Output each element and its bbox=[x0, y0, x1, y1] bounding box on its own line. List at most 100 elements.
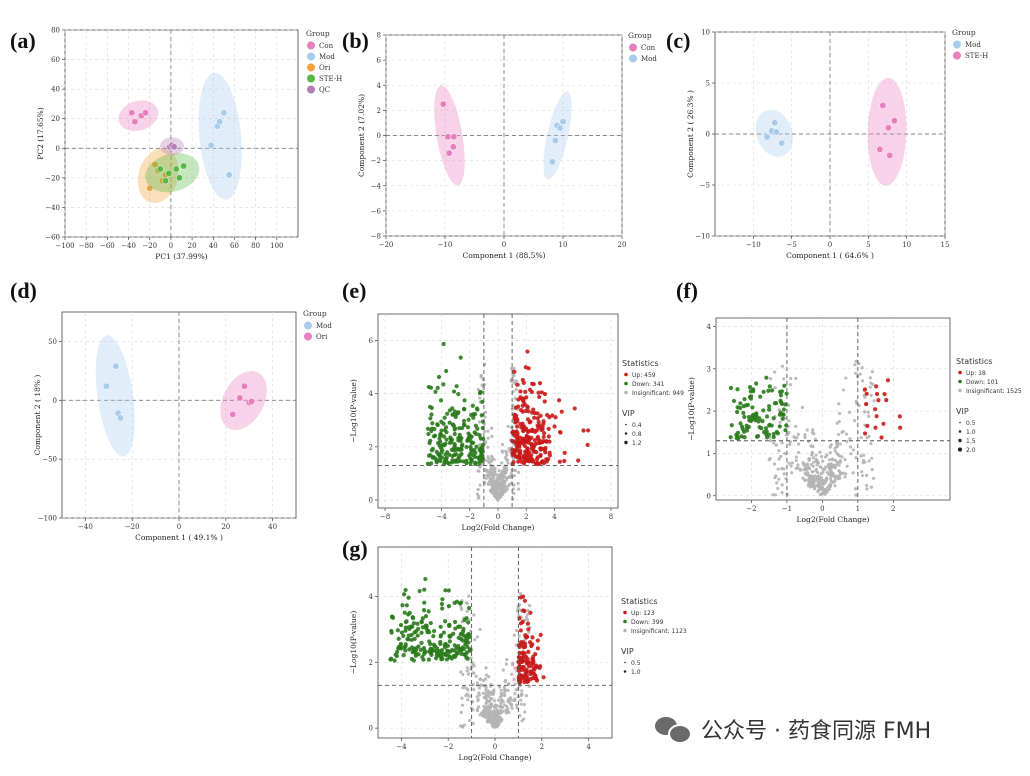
insignificant-point bbox=[519, 698, 523, 702]
insignificant-point bbox=[509, 698, 513, 702]
insignificant-point bbox=[811, 470, 815, 474]
down-regulated-point bbox=[479, 413, 484, 418]
insignificant-point bbox=[768, 376, 773, 381]
up-regulated-point bbox=[524, 457, 529, 462]
down-regulated-point bbox=[459, 451, 464, 457]
up-regulated-point bbox=[515, 382, 520, 387]
y-tick-label: −100 bbox=[38, 515, 57, 523]
down-regulated-point bbox=[453, 447, 459, 452]
data-point bbox=[772, 128, 780, 136]
insignificant-point bbox=[870, 456, 874, 460]
insignificant-point bbox=[499, 688, 503, 692]
legend-title: Group bbox=[303, 309, 327, 318]
up-regulated-point bbox=[536, 390, 541, 395]
down-regulated-point bbox=[389, 630, 394, 635]
insignificant-point bbox=[812, 487, 817, 491]
insignificant-point bbox=[844, 432, 849, 436]
insignificant-point bbox=[870, 468, 874, 472]
insignificant-point bbox=[516, 481, 520, 486]
insignificant-point bbox=[788, 442, 792, 447]
down-regulated-point bbox=[416, 644, 421, 649]
y-tick-label: 0 bbox=[377, 132, 381, 140]
data-point bbox=[117, 414, 124, 422]
insignificant-point bbox=[819, 465, 823, 469]
insignificant-point bbox=[823, 465, 828, 469]
y-tick-label: 0 bbox=[56, 145, 60, 153]
data-point bbox=[112, 362, 120, 370]
up-regulated-point bbox=[541, 430, 547, 436]
down-regulated-point bbox=[426, 609, 431, 614]
down-regulated-point bbox=[412, 636, 417, 641]
insignificant-point bbox=[827, 487, 832, 491]
legend-swatch bbox=[624, 381, 628, 386]
vip-legend-entry: 1.0 bbox=[966, 429, 976, 436]
insignificant-point bbox=[511, 661, 515, 665]
x-tick-label: 0 bbox=[496, 513, 500, 521]
insignificant-point bbox=[829, 469, 833, 473]
up-regulated-point bbox=[542, 391, 548, 397]
y-tick-label: 5 bbox=[706, 80, 710, 88]
insignificant-point bbox=[814, 453, 818, 457]
down-regulated-point bbox=[481, 442, 486, 447]
down-regulated-point bbox=[457, 647, 462, 653]
insignificant-point bbox=[489, 470, 493, 474]
insignificant-point bbox=[849, 452, 853, 456]
x-tick-label: −20 bbox=[125, 523, 140, 531]
up-regulated-point bbox=[533, 461, 538, 467]
x-axis-label: Component 1 ( 49.1% ) bbox=[135, 533, 223, 542]
up-regulated-point bbox=[513, 420, 518, 425]
legend-entry: Insignificant: 949 bbox=[632, 390, 684, 397]
down-regulated-point bbox=[440, 597, 445, 602]
panel-label-f: (f) bbox=[676, 278, 698, 303]
up-regulated-point bbox=[547, 453, 552, 458]
panel-label-e: (e) bbox=[342, 278, 367, 303]
down-regulated-point bbox=[764, 414, 770, 419]
insignificant-point bbox=[481, 691, 485, 696]
down-regulated-point bbox=[403, 628, 408, 633]
up-regulated-point bbox=[530, 381, 535, 386]
insignificant-point bbox=[783, 452, 787, 456]
insignificant-point bbox=[525, 612, 530, 617]
down-regulated-point bbox=[438, 624, 443, 629]
insignificant-point bbox=[486, 482, 490, 486]
insignificant-point bbox=[845, 464, 849, 468]
down-regulated-point bbox=[438, 641, 443, 647]
insignificant-point bbox=[465, 666, 469, 670]
down-regulated-point bbox=[454, 384, 459, 389]
insignificant-point bbox=[471, 662, 475, 666]
insignificant-point bbox=[827, 463, 831, 467]
down-regulated-point bbox=[767, 384, 772, 389]
down-regulated-point bbox=[742, 414, 747, 419]
up-regulated-point bbox=[527, 450, 532, 455]
insignificant-point bbox=[867, 459, 871, 463]
x-tick-label: 10 bbox=[559, 241, 568, 249]
down-regulated-point bbox=[438, 398, 444, 403]
insignificant-point bbox=[460, 696, 464, 700]
insignificant-point bbox=[514, 387, 518, 392]
up-regulated-point bbox=[562, 458, 567, 464]
down-regulated-point bbox=[764, 375, 769, 380]
panel-label-c: (c) bbox=[666, 28, 691, 53]
vip-legend-title: VIP bbox=[622, 409, 635, 418]
vip-legend-entry: 1.0 bbox=[631, 669, 641, 676]
down-regulated-point bbox=[472, 412, 478, 417]
insignificant-point bbox=[519, 702, 523, 706]
insignificant-point bbox=[834, 474, 838, 478]
x-tick-label: 0 bbox=[177, 523, 181, 531]
up-regulated-point bbox=[898, 425, 903, 430]
insignificant-point bbox=[477, 693, 481, 697]
insignificant-point bbox=[807, 466, 811, 470]
legend-swatch bbox=[623, 619, 627, 624]
insignificant-point bbox=[471, 721, 475, 726]
insignificant-point bbox=[512, 491, 516, 496]
down-regulated-point bbox=[779, 389, 785, 394]
up-regulated-point bbox=[520, 421, 525, 426]
down-regulated-point bbox=[461, 646, 466, 652]
insignificant-point bbox=[810, 484, 814, 488]
insignificant-point bbox=[860, 366, 864, 370]
up-regulated-point bbox=[528, 456, 533, 461]
insignificant-point bbox=[835, 440, 839, 445]
insignificant-point bbox=[805, 428, 809, 432]
insignificant-point bbox=[777, 477, 781, 481]
insignificant-point bbox=[803, 435, 807, 440]
